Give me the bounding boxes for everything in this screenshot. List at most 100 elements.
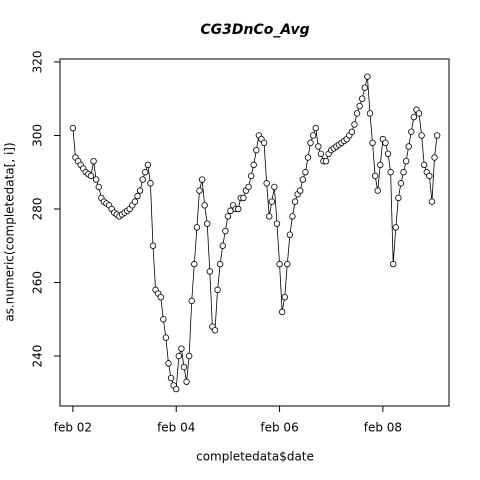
point (131, 198, 139, 205)
point (162, 334, 170, 341)
y-tick-label: 260 (31, 271, 45, 294)
point (188, 297, 195, 305)
point (216, 260, 224, 268)
point (142, 169, 149, 176)
point (304, 154, 312, 161)
point (201, 202, 208, 209)
point (224, 213, 232, 220)
chart-title: CG3DnCo_Avg (200, 22, 309, 38)
point (260, 139, 268, 147)
point (392, 224, 399, 231)
x-tick-label: feb 08 (364, 421, 402, 435)
point (307, 139, 314, 147)
point (253, 146, 260, 154)
point (291, 198, 299, 205)
point (222, 227, 229, 235)
point (433, 132, 441, 139)
point (90, 157, 97, 165)
point (428, 198, 436, 205)
point (240, 194, 247, 202)
point (322, 157, 330, 165)
point (421, 161, 428, 169)
point (273, 220, 281, 227)
point (206, 268, 214, 275)
point (309, 132, 317, 139)
point (167, 374, 175, 382)
point (384, 150, 392, 158)
point (353, 110, 361, 117)
x-tick-label: feb 06 (260, 421, 298, 435)
point (400, 169, 407, 176)
point (390, 260, 397, 268)
point (214, 286, 221, 294)
point (183, 378, 190, 385)
point (284, 260, 291, 268)
point (366, 110, 374, 117)
y-tick-label: 240 (31, 345, 45, 368)
line (72, 76, 438, 391)
point (276, 260, 283, 268)
point (397, 180, 405, 187)
x-tick-label: feb 02 (54, 421, 92, 435)
point (147, 180, 154, 187)
point (211, 327, 219, 334)
point (92, 176, 100, 183)
point (173, 385, 180, 393)
point (361, 84, 368, 91)
point (196, 187, 203, 194)
point (382, 139, 389, 147)
point (219, 242, 226, 249)
point (160, 316, 167, 323)
y-tick-label: 300 (31, 124, 45, 147)
point (204, 220, 211, 227)
point (281, 293, 288, 301)
point (369, 139, 376, 147)
point (405, 143, 412, 150)
point (297, 187, 304, 194)
point (317, 150, 325, 158)
x-tick-label: feb 04 (157, 421, 195, 435)
point (144, 161, 152, 169)
point (426, 172, 433, 180)
point (402, 157, 410, 165)
point (431, 154, 438, 161)
point (178, 345, 185, 352)
point (312, 124, 319, 132)
point (351, 121, 358, 128)
point (271, 183, 278, 191)
point (191, 260, 198, 268)
point (315, 143, 322, 150)
point (410, 113, 418, 121)
point (387, 169, 394, 176)
point (395, 194, 402, 202)
point (87, 172, 95, 180)
point (289, 213, 296, 220)
point (374, 187, 381, 194)
point (364, 73, 371, 80)
point (136, 187, 144, 194)
point (377, 161, 384, 169)
point (348, 128, 356, 135)
y-axis-label: as.numeric(completedata[, i]) (3, 142, 17, 321)
point (266, 213, 273, 220)
point (139, 176, 146, 183)
y-tick-label: 320 (31, 50, 45, 73)
point (268, 198, 276, 205)
point (250, 161, 257, 169)
point (408, 128, 415, 135)
point (134, 192, 141, 200)
point (198, 176, 206, 183)
point (227, 207, 234, 215)
plot-frame (59, 58, 450, 407)
point (157, 293, 164, 301)
point (149, 242, 157, 249)
point (245, 183, 252, 191)
point (286, 231, 294, 238)
point (302, 169, 309, 176)
point (359, 95, 366, 102)
point (371, 172, 379, 180)
point (415, 110, 423, 117)
point (69, 124, 77, 132)
point (278, 308, 286, 316)
point (235, 205, 242, 213)
